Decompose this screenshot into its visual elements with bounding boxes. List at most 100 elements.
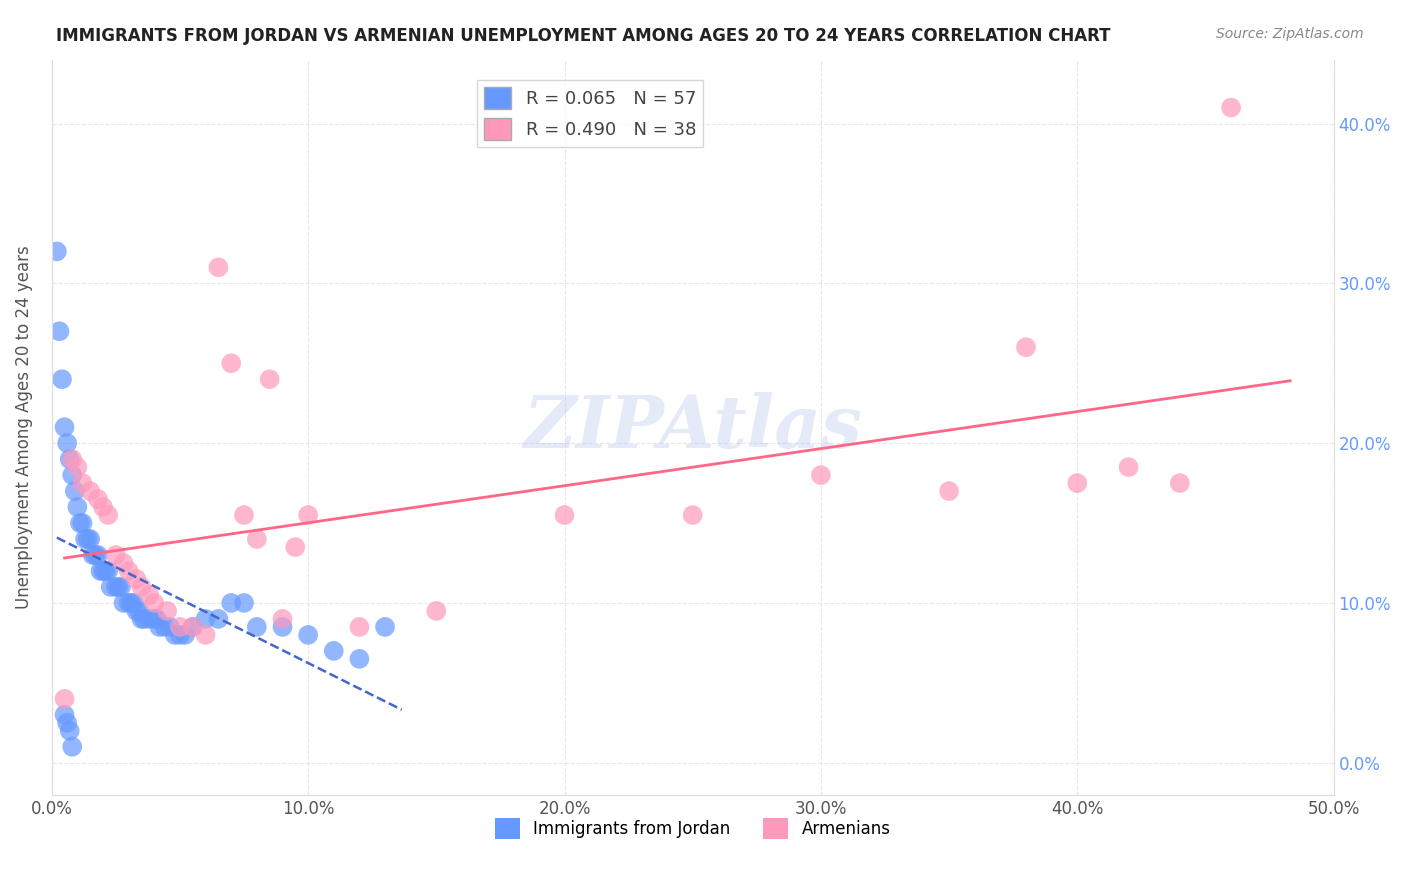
Point <box>53 691 76 706</box>
Point <box>138 588 160 602</box>
Point <box>59 452 82 467</box>
Point <box>207 260 229 275</box>
Text: Source: ZipAtlas.com: Source: ZipAtlas.com <box>1216 27 1364 41</box>
Point <box>56 715 79 730</box>
Point <box>938 484 960 499</box>
Point <box>271 612 294 626</box>
Point <box>72 476 94 491</box>
Point <box>181 620 204 634</box>
Point <box>122 596 145 610</box>
Point <box>246 620 269 634</box>
Point <box>56 436 79 450</box>
Point <box>60 452 83 467</box>
Point <box>219 356 242 370</box>
Point <box>48 324 70 338</box>
Point <box>194 628 217 642</box>
Point <box>1066 476 1088 491</box>
Point <box>297 628 319 642</box>
Point <box>163 628 186 642</box>
Point <box>153 620 176 634</box>
Point <box>297 508 319 522</box>
Point <box>156 604 179 618</box>
Point <box>45 244 67 259</box>
Point <box>91 500 114 514</box>
Point <box>131 580 153 594</box>
Point <box>107 580 129 594</box>
Point <box>66 500 89 514</box>
Point <box>118 564 141 578</box>
Point <box>143 596 166 610</box>
Point <box>87 548 110 562</box>
Point <box>72 516 94 530</box>
Point <box>271 620 294 634</box>
Point <box>120 596 142 610</box>
Point <box>82 548 104 562</box>
Point <box>349 652 371 666</box>
Point <box>100 580 122 594</box>
Point <box>146 612 169 626</box>
Point <box>148 620 170 634</box>
Point <box>553 508 575 522</box>
Point <box>259 372 281 386</box>
Point <box>207 612 229 626</box>
Point <box>425 604 447 618</box>
Point <box>94 564 117 578</box>
Point <box>75 532 97 546</box>
Point <box>97 564 120 578</box>
Point <box>91 564 114 578</box>
Point <box>233 508 256 522</box>
Point <box>125 604 148 618</box>
Point <box>143 612 166 626</box>
Point <box>169 628 191 642</box>
Point <box>51 372 73 386</box>
Point <box>112 556 135 570</box>
Point <box>682 508 704 522</box>
Point <box>66 460 89 475</box>
Point <box>374 620 396 634</box>
Point <box>128 604 150 618</box>
Point <box>118 596 141 610</box>
Y-axis label: Unemployment Among Ages 20 to 24 years: Unemployment Among Ages 20 to 24 years <box>15 245 32 609</box>
Point <box>53 420 76 434</box>
Point <box>60 468 83 483</box>
Point <box>69 516 91 530</box>
Point <box>284 540 307 554</box>
Point <box>219 596 242 610</box>
Point <box>1220 101 1243 115</box>
Point <box>97 508 120 522</box>
Point <box>89 564 111 578</box>
Point <box>60 739 83 754</box>
Point <box>112 596 135 610</box>
Legend: Immigrants from Jordan, Armenians: Immigrants from Jordan, Armenians <box>488 812 897 846</box>
Point <box>104 548 127 562</box>
Point <box>1168 476 1191 491</box>
Point <box>125 572 148 586</box>
Point <box>53 707 76 722</box>
Text: ZIPAtlas: ZIPAtlas <box>523 392 862 463</box>
Point <box>76 532 98 546</box>
Point <box>59 723 82 738</box>
Point <box>84 548 107 562</box>
Point <box>63 484 86 499</box>
Point <box>1118 460 1140 475</box>
Point <box>169 620 191 634</box>
Point <box>159 620 181 634</box>
Point <box>87 491 110 506</box>
Point <box>104 580 127 594</box>
Point <box>233 596 256 610</box>
Point <box>138 612 160 626</box>
Point <box>181 620 204 634</box>
Point <box>79 532 101 546</box>
Point <box>349 620 371 634</box>
Point <box>810 468 832 483</box>
Point <box>246 532 269 546</box>
Point <box>131 612 153 626</box>
Point <box>132 612 155 626</box>
Point <box>110 580 132 594</box>
Point <box>79 484 101 499</box>
Text: IMMIGRANTS FROM JORDAN VS ARMENIAN UNEMPLOYMENT AMONG AGES 20 TO 24 YEARS CORREL: IMMIGRANTS FROM JORDAN VS ARMENIAN UNEMP… <box>56 27 1111 45</box>
Point <box>174 628 197 642</box>
Point <box>322 644 344 658</box>
Point <box>194 612 217 626</box>
Point <box>1015 340 1038 354</box>
